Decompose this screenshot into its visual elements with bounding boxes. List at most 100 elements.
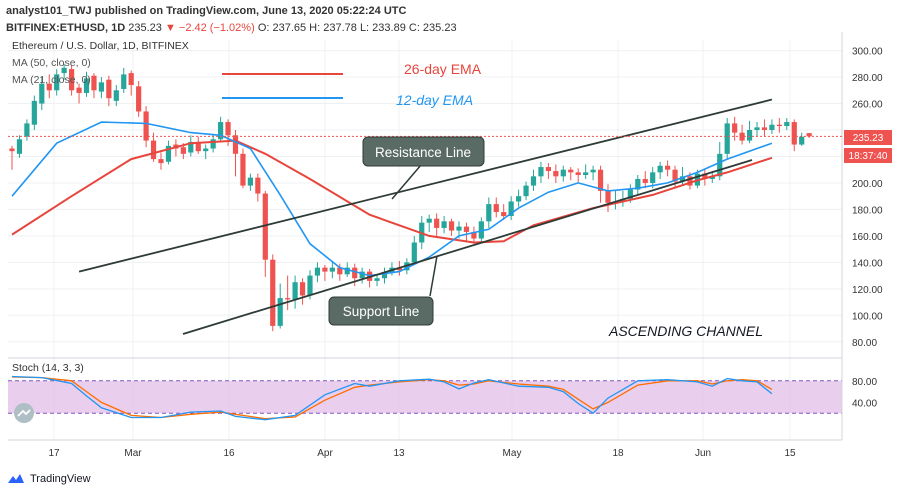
channel-lines	[78, 98, 773, 335]
candle	[553, 164, 559, 183]
candle	[545, 163, 551, 179]
candle	[501, 204, 507, 220]
x-tick-label: May	[503, 448, 522, 459]
y-tick-label: 160.00	[852, 232, 883, 243]
candle	[195, 136, 201, 154]
candle	[255, 173, 261, 202]
price-badge-bg	[844, 130, 892, 145]
cloud-icon[interactable]	[14, 403, 34, 423]
resistance-label: Resistance Line	[375, 145, 471, 160]
candle	[597, 165, 604, 203]
support-label: Support Line	[343, 304, 420, 319]
support-line	[182, 159, 753, 335]
ema26-label: 26-day EMA	[404, 61, 482, 77]
candle	[292, 275, 298, 309]
candle	[61, 63, 67, 80]
candle	[329, 262, 335, 279]
candle	[784, 118, 790, 130]
candle	[478, 217, 484, 243]
time-badge: 18:37:40	[849, 151, 888, 162]
symbol-name: BITFINEX:ETHUSD, 1D	[6, 22, 126, 34]
candle	[165, 140, 172, 165]
candle	[560, 165, 566, 182]
candle	[128, 70, 134, 96]
legend-title: Ethereum / U.S. Dollar, 1D, BITFINEX	[12, 40, 189, 52]
x-tick-label: 18	[612, 448, 624, 459]
candle	[426, 214, 432, 232]
candle	[203, 144, 209, 160]
resistance-arrow	[391, 164, 422, 200]
candle	[98, 77, 104, 99]
candle	[493, 197, 499, 218]
support-callout	[328, 296, 434, 326]
candle	[262, 190, 268, 277]
x-tick-label: Apr	[317, 448, 333, 459]
candle	[285, 275, 291, 310]
stochastic-band	[8, 380, 842, 414]
candle	[508, 196, 514, 220]
candlestick-series	[9, 63, 812, 332]
x-tick-label: Mar	[124, 448, 142, 459]
candle	[158, 152, 164, 170]
candle	[724, 118, 730, 160]
x-tick-label: 13	[393, 448, 405, 459]
stochastic-levels	[8, 380, 842, 414]
candle	[113, 85, 119, 107]
ema-lines	[11, 121, 773, 277]
candle	[761, 119, 768, 137]
candle	[69, 65, 75, 96]
tradingview-logo-icon	[8, 474, 24, 483]
candle	[277, 283, 283, 329]
candle	[247, 173, 253, 191]
last-price: 235.23	[128, 22, 162, 34]
ema12-line	[11, 121, 773, 277]
candle	[106, 75, 112, 107]
stochastic-lines	[11, 375, 773, 421]
candle	[463, 222, 470, 243]
candle	[232, 130, 239, 177]
candle	[776, 118, 782, 133]
candle	[754, 122, 760, 137]
candle	[46, 74, 52, 99]
support-arrow	[429, 255, 438, 297]
channel-label: ASCENDING CHANNEL	[608, 323, 763, 339]
x-tick-label: 17	[48, 448, 60, 459]
candle	[665, 160, 671, 177]
candle	[605, 184, 611, 213]
candle	[635, 175, 641, 195]
footer: TradingView	[8, 473, 91, 485]
candle	[448, 218, 455, 236]
candle	[739, 124, 745, 145]
candle	[188, 135, 194, 157]
legend-ma21: MA (21, close, 0)	[12, 74, 91, 86]
ema12-label: 12-day EMA	[396, 92, 473, 108]
brand-name: TradingView	[30, 473, 91, 485]
candle	[769, 119, 775, 134]
candle	[642, 171, 648, 189]
publisher-text: analyst101_TWJ published on TradingView.…	[6, 5, 407, 17]
candle	[374, 274, 380, 287]
candle	[516, 189, 522, 207]
grid-lines	[8, 40, 842, 440]
legend-ma50: MA (50, close, 0)	[12, 57, 91, 69]
candle	[434, 213, 440, 236]
candle	[121, 67, 127, 93]
candle	[575, 168, 581, 183]
candle	[322, 265, 328, 281]
publisher-line: analyst101_TWJ published on TradingView.…	[6, 4, 457, 18]
candle	[143, 106, 149, 148]
candle	[83, 71, 90, 97]
candle	[806, 132, 812, 139]
candle	[612, 189, 619, 210]
candle	[702, 168, 708, 186]
y-tick-label: 100.00	[852, 311, 883, 322]
y-tick-label: 260.00	[852, 100, 883, 111]
candle	[150, 132, 157, 162]
stochastic-title: Stoch (14, 3, 3)	[12, 362, 84, 374]
y-tick-label: 200.00	[852, 179, 883, 190]
candle	[486, 197, 492, 228]
candle	[657, 161, 663, 179]
candle	[39, 77, 45, 111]
candle	[210, 133, 216, 153]
